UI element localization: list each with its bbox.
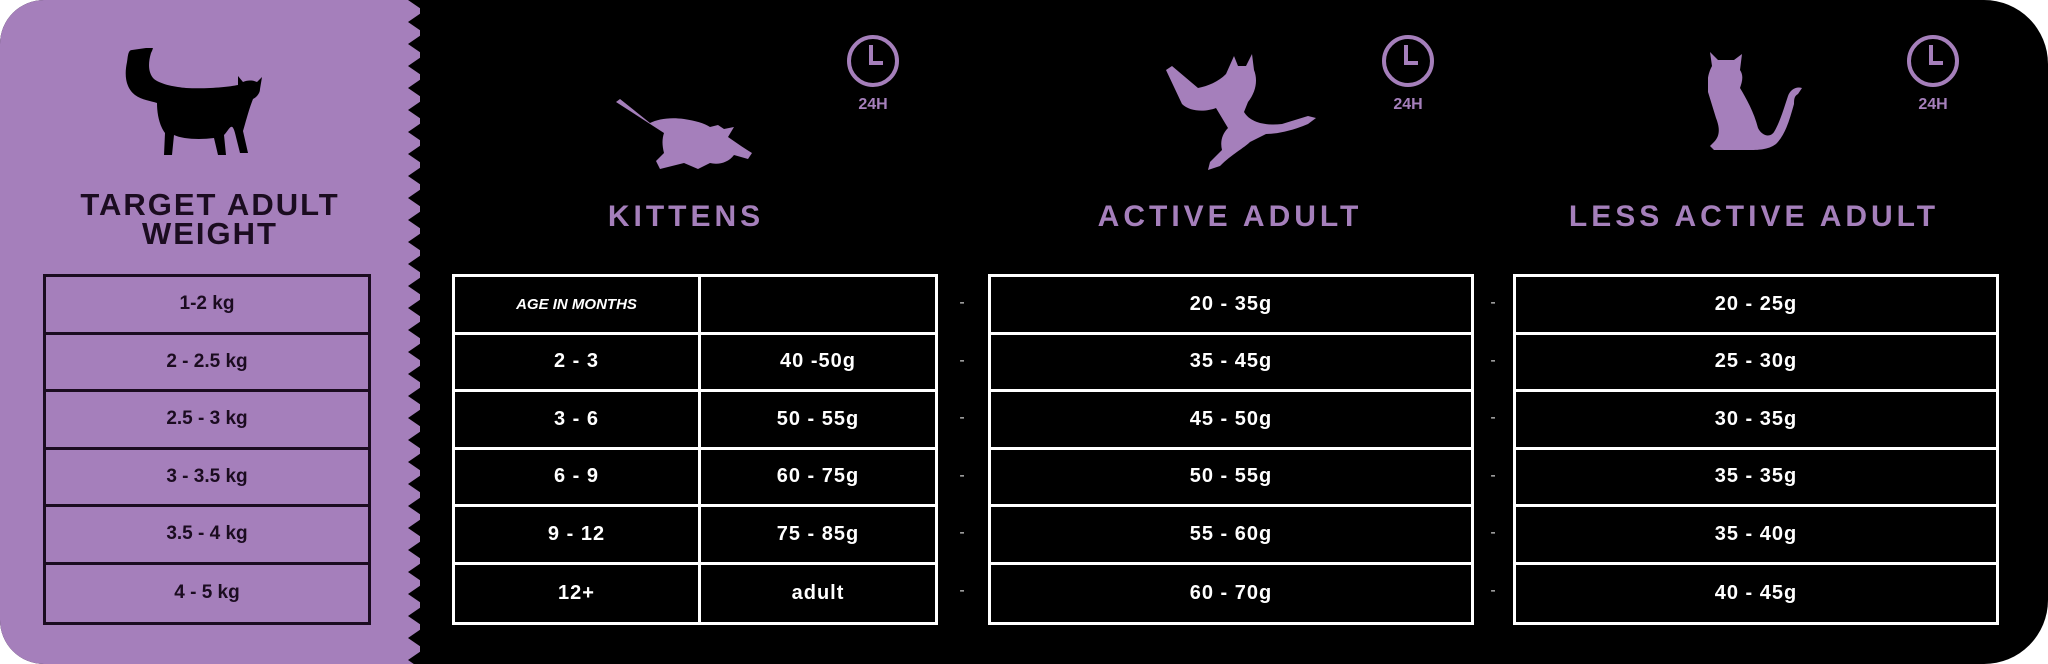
- age-cell: 12+: [455, 564, 701, 622]
- clock-icon: [1907, 35, 1959, 87]
- amount-cell: 60 - 70g: [1189, 581, 1273, 604]
- weight-table: 1-2 kg 2 - 2.5 kg 2.5 - 3 kg 3 - 3.5 kg 3.5 …: [43, 274, 371, 625]
- table-row: 35 - 45g: [991, 335, 1471, 392]
- 24h-label: 24H: [858, 96, 888, 113]
- table-row: 45 - 50g: [991, 392, 1471, 450]
- amount-cell: 50 - 55g: [1189, 465, 1273, 488]
- age-cell: 6 - 9: [455, 449, 701, 504]
- amount-cell: 55 - 60g: [1189, 522, 1273, 545]
- amount-cell: 35 - 40g: [1714, 522, 1798, 545]
- target-weight-title: TARGET ADULT WEIGHT: [40, 187, 380, 251]
- less-active-adult-heading: LESS ACTIVE ADULT: [1568, 200, 1940, 233]
- table-row: 20 - 25g: [1516, 277, 1996, 335]
- table-header-row: AGE IN MONTHS: [455, 277, 935, 335]
- table-row: 9 - 12 75 - 85g: [455, 507, 935, 565]
- amount-cell: 40 -50g: [780, 350, 856, 373]
- age-cell: 2 - 3: [455, 334, 701, 389]
- table-row: 6 - 9 60 - 75g: [455, 449, 935, 507]
- table-row: 55 - 60g: [991, 507, 1471, 565]
- kittens-table: AGE IN MONTHS 2 - 3 40 -50g 3 - 6 50 - 55g 6 …: [452, 274, 938, 625]
- less-active-adult-table: 20 - 25g 25 - 30g 30 - 35g 35 - 35g 35 - 40g…: [1513, 274, 1999, 625]
- table-row: 3 - 6 50 - 55g: [455, 392, 935, 450]
- 24h-label: 24H: [1393, 96, 1423, 113]
- standing-cat-icon: [125, 48, 262, 155]
- weight-row: 1-2 kg: [46, 277, 368, 335]
- amount-cell: 45 - 50g: [1189, 407, 1273, 430]
- weight-row: 2.5 - 3 kg: [46, 392, 368, 450]
- table-row: 12+ adult: [455, 564, 935, 622]
- table-row: 2 - 3 40 -50g: [455, 334, 935, 392]
- table-row: 35 - 40g: [1516, 507, 1996, 565]
- playing-kitten-icon: [616, 99, 752, 169]
- age-cell: 9 - 12: [455, 507, 701, 562]
- table-row: 25 - 30g: [1516, 335, 1996, 392]
- clock-icon: [1382, 35, 1434, 87]
- table-row: 35 - 35g: [1516, 450, 1996, 507]
- 24h-label: 24H: [1918, 96, 1948, 113]
- amount-cell: 25 - 30g: [1714, 350, 1798, 373]
- table-row: 30 - 35g: [1516, 392, 1996, 450]
- title-line: TARGET ADULT: [80, 187, 340, 222]
- weight-row: 2 - 2.5 kg: [46, 335, 368, 392]
- weight-row: 3 - 3.5 kg: [46, 450, 368, 507]
- kittens-heading: KITTENS: [607, 200, 765, 233]
- amount-cell: 20 - 25g: [1714, 292, 1798, 315]
- age-header: AGE IN MONTHS: [455, 277, 701, 332]
- separator-dash: -: [959, 294, 965, 311]
- separator-dash: -: [959, 466, 965, 484]
- separator-dash: -: [1490, 581, 1496, 599]
- active-adult-table: 20 - 35g 35 - 45g 45 - 50g 50 - 55g 55 - 60g…: [988, 274, 1474, 625]
- clock-icon: [847, 35, 899, 87]
- separator-dash: -: [959, 524, 965, 541]
- amount-cell: 30 - 35g: [1714, 407, 1798, 430]
- jumping-cat-icon: [1166, 54, 1316, 170]
- amount-header: [701, 277, 935, 332]
- sitting-cat-icon: [1708, 52, 1802, 150]
- separator-dash: -: [1490, 524, 1496, 541]
- table-row: 50 - 55g: [991, 450, 1471, 507]
- weight-row: 4 - 5 kg: [174, 582, 240, 604]
- weight-row: 3.5 - 4 kg: [46, 507, 368, 565]
- amount-cell: 20 - 35g: [1189, 292, 1273, 315]
- table-row: 40 - 45g: [1516, 565, 1996, 623]
- separator-dash: -: [1490, 409, 1496, 426]
- amount-cell: 75 - 85g: [776, 522, 860, 545]
- separator-dash: -: [1490, 466, 1496, 484]
- amount-cell: 60 - 75g: [776, 465, 860, 488]
- separator-dash: -: [1490, 351, 1496, 369]
- amount-cell: 40 - 45g: [1714, 581, 1798, 604]
- separator-dash: -: [1490, 294, 1496, 311]
- title-line: WEIGHT: [142, 216, 278, 251]
- active-adult-heading: ACTIVE ADULT: [1097, 200, 1363, 233]
- separator-dash: -: [959, 351, 965, 369]
- separator-dash: -: [959, 581, 965, 599]
- table-row: 20 - 35g: [991, 277, 1471, 335]
- age-cell: 3 - 6: [455, 392, 701, 447]
- amount-cell: 35 - 35g: [1714, 465, 1798, 488]
- amount-cell: 35 - 45g: [1189, 350, 1273, 373]
- amount-cell: 50 - 55g: [776, 407, 860, 430]
- amount-cell: adult: [791, 581, 845, 604]
- table-row: 60 - 70g: [991, 565, 1471, 623]
- separator-dash: -: [959, 409, 965, 426]
